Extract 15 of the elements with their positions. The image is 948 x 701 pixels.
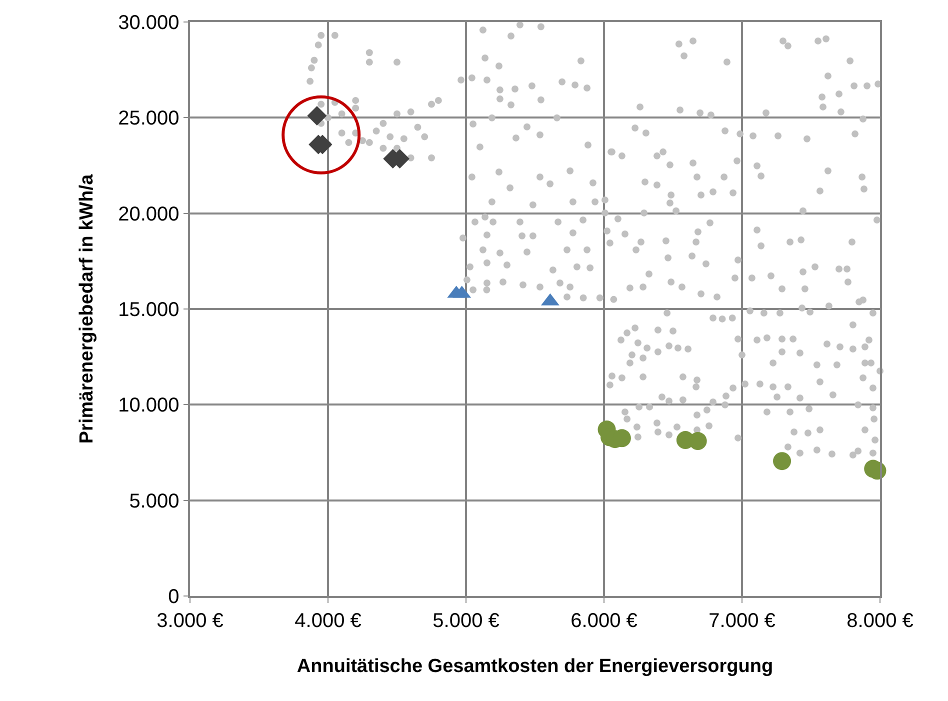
y-tick-label: 0 <box>168 586 180 608</box>
x-tick-label: 3.000 € <box>156 610 224 632</box>
y-tick-label: 25.000 <box>118 108 180 130</box>
x-axis-title: Annuitätische Gesamtkosten der Energieversorgung <box>296 656 774 678</box>
y-tick-label: 30.000 <box>118 12 180 34</box>
x-tick-label: 6.000 € <box>570 610 638 632</box>
x-tick-label: 8.000 € <box>846 610 914 632</box>
y-tick-label: 20.000 <box>118 203 180 226</box>
y-axis-title: Primärenergiebedarf in kWh/a <box>76 174 98 444</box>
y-tick-label: 10.000 <box>118 394 180 417</box>
y-tick-label: 15.000 <box>118 299 180 321</box>
x-tick-label: 4.000 € <box>294 610 362 632</box>
x-tick-label: 7.000 € <box>708 610 776 632</box>
x-tick-label: 5.000 € <box>432 610 500 632</box>
y-tick-label: 5.000 <box>129 490 180 512</box>
